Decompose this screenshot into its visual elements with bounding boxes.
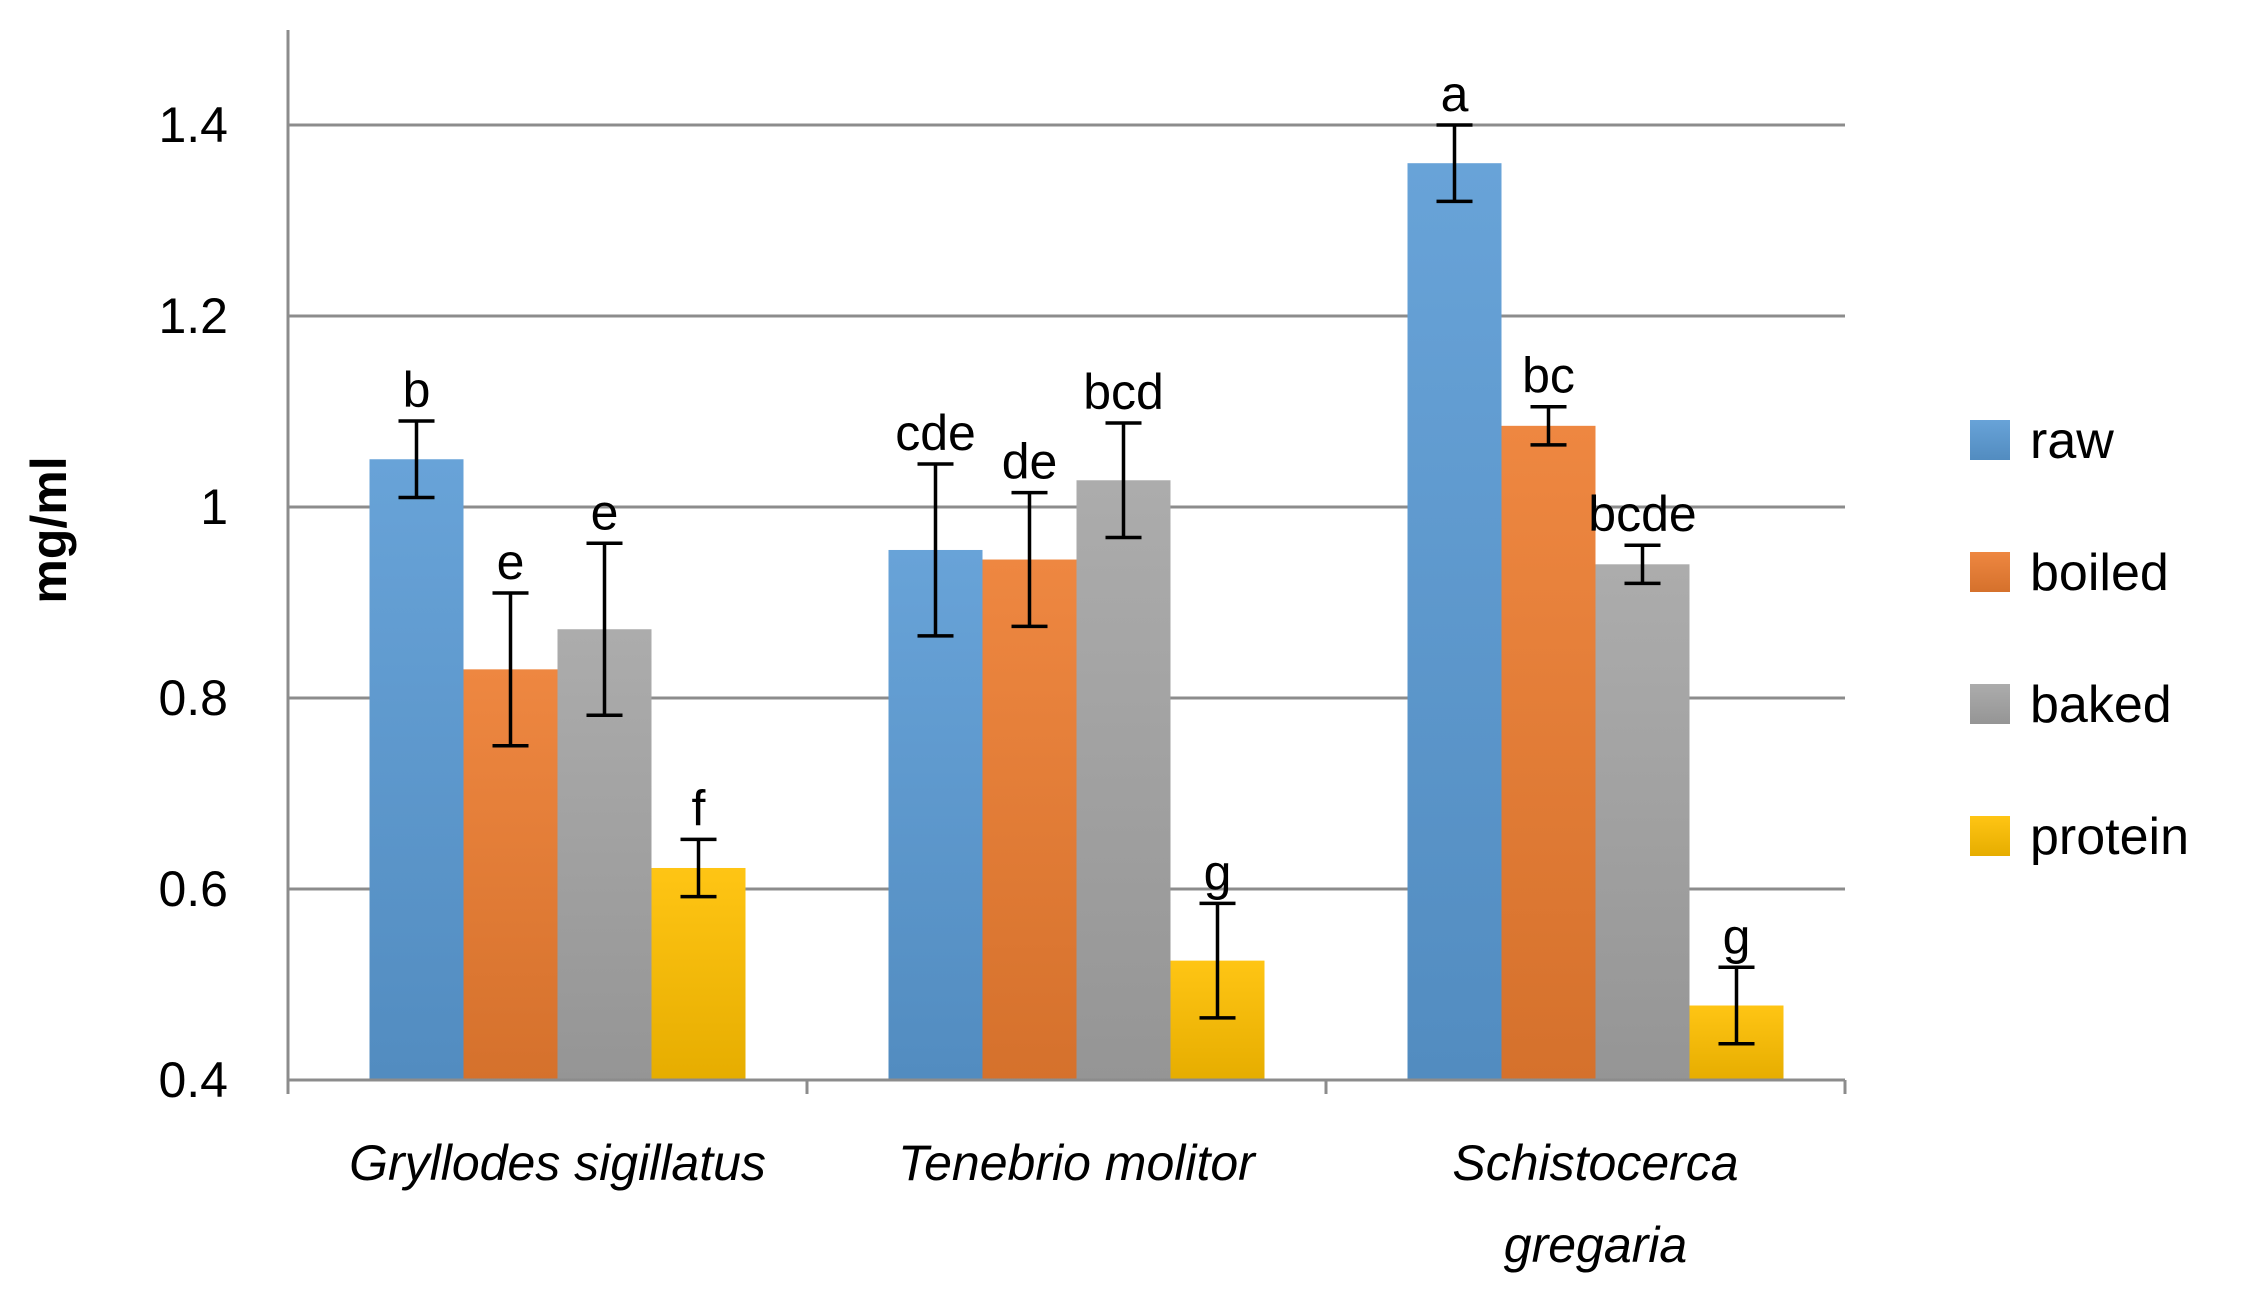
bar-boiled xyxy=(1501,425,1596,1080)
significance-label: a xyxy=(1441,66,1469,122)
significance-label: b xyxy=(403,362,431,418)
y-tick-label: 0.4 xyxy=(158,1052,228,1108)
x-category-label: Schistocerca xyxy=(1452,1135,1738,1191)
y-tick-labels: 0.4 0.6 0.8 1 1.2 1.4 xyxy=(158,97,228,1108)
error-bars xyxy=(398,123,1755,1046)
error-bar xyxy=(1624,543,1661,586)
significance-label: de xyxy=(1002,434,1058,490)
error-bar xyxy=(680,837,717,899)
error-bar xyxy=(1718,965,1755,1046)
bar-raw xyxy=(888,549,983,1080)
y-tick-label: 1.4 xyxy=(158,97,228,153)
error-bar xyxy=(492,591,529,748)
x-category-labels: Gryllodes sigillatus Tenebrio molitor Schi… xyxy=(349,1135,1739,1273)
y-tick-label: 0.8 xyxy=(158,670,228,726)
legend-label: baked xyxy=(2030,676,2172,734)
significance-label: cde xyxy=(895,405,976,461)
significance-label: bcde xyxy=(1588,486,1696,542)
error-bar xyxy=(1436,123,1473,204)
significance-label: g xyxy=(1723,908,1751,964)
legend-swatch xyxy=(1970,552,2010,592)
significance-label: f xyxy=(692,780,706,836)
error-bar xyxy=(1105,421,1142,540)
bar-baked xyxy=(1076,480,1171,1080)
legend-item-boiled: boiled xyxy=(1970,544,2169,602)
x-category-label: Tenebrio molitor xyxy=(898,1135,1257,1191)
bar-baked xyxy=(1595,564,1690,1080)
legend-label: raw xyxy=(2030,412,2114,470)
y-tick-label: 1.2 xyxy=(158,288,228,344)
error-bar xyxy=(1199,901,1236,1020)
significance-label: e xyxy=(591,484,619,540)
bar-boiled xyxy=(982,559,1077,1080)
axes xyxy=(286,30,1847,1094)
significance-label: g xyxy=(1204,844,1232,900)
error-bar xyxy=(917,462,954,638)
legend-label: protein xyxy=(2030,808,2189,866)
y-tick-label: 1 xyxy=(200,479,228,535)
y-tick-label: 0.6 xyxy=(158,861,228,917)
bars xyxy=(369,163,1784,1080)
legend: raw boiled baked protein xyxy=(1970,412,2189,866)
legend-label: boiled xyxy=(2030,544,2169,602)
error-bar xyxy=(586,541,623,717)
legend-swatch xyxy=(1970,816,2010,856)
legend-swatch xyxy=(1970,684,2010,724)
legend-item-baked: baked xyxy=(1970,676,2172,734)
legend-item-protein: protein xyxy=(1970,808,2189,866)
significance-label: bc xyxy=(1522,348,1575,404)
x-category-label: Gryllodes sigillatus xyxy=(349,1135,766,1191)
bar-protein xyxy=(651,867,746,1080)
bar-raw xyxy=(1407,163,1502,1080)
significance-label: bcd xyxy=(1083,364,1164,420)
legend-item-raw: raw xyxy=(1970,412,2114,470)
x-category-label: gregaria xyxy=(1504,1217,1687,1273)
bar-raw xyxy=(369,459,464,1080)
error-bar xyxy=(1011,490,1048,629)
legend-swatch xyxy=(1970,420,2010,460)
error-bar xyxy=(398,419,435,500)
significance-label: e xyxy=(497,534,525,590)
y-axis-label: mg/ml xyxy=(21,456,77,603)
error-bar xyxy=(1530,404,1567,447)
